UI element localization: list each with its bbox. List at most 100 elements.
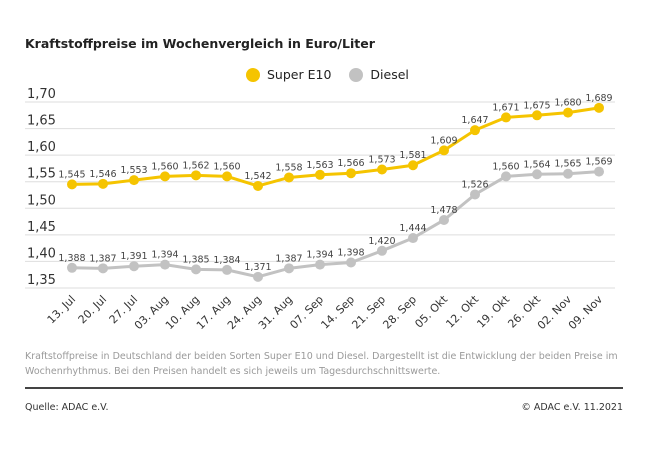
data-label: 1,573 — [368, 154, 395, 165]
data-point — [253, 271, 263, 282]
data-label: 1,385 — [182, 254, 209, 265]
data-point — [129, 261, 139, 272]
x-tick-label: 14. Sep — [318, 293, 357, 332]
data-point — [470, 189, 480, 200]
y-tick-label: 1,70 — [27, 87, 56, 102]
data-point — [439, 145, 449, 156]
data-point — [408, 160, 418, 171]
data-point — [253, 180, 263, 191]
data-point — [346, 168, 356, 179]
y-tick-label: 1,45 — [27, 220, 56, 235]
footnote: Kraftstoffpreise in Deutschland der beid… — [25, 351, 618, 377]
data-label: 1,560 — [492, 161, 519, 172]
data-label: 1,420 — [368, 236, 395, 247]
series-line-diesel — [71, 170, 600, 279]
data-point — [532, 110, 542, 121]
data-point — [67, 262, 77, 273]
data-point — [563, 107, 573, 118]
y-tick-label: 1,65 — [27, 114, 56, 129]
source: Quelle: ADAC e.V. — [25, 402, 109, 413]
data-label: 1,542 — [244, 171, 271, 182]
data-point — [315, 259, 325, 270]
divider — [25, 387, 623, 389]
y-tick-label: 1,40 — [27, 246, 56, 261]
data-label: 1,387 — [275, 253, 302, 264]
legend: Super E10 Diesel — [246, 67, 427, 82]
data-label: 1,394 — [306, 250, 333, 261]
data-label: 1,526 — [461, 179, 488, 190]
data-point — [594, 166, 604, 177]
data-point — [67, 179, 77, 190]
series-line-super-e10 — [71, 106, 600, 188]
data-label: 1,394 — [151, 250, 178, 261]
data-point — [284, 172, 294, 183]
data-label: 1,560 — [213, 161, 240, 172]
data-point — [377, 245, 387, 256]
data-label: 1,562 — [182, 160, 209, 171]
data-label: 1,566 — [337, 158, 364, 169]
data-point — [191, 170, 201, 181]
x-tick-label: 07. Sep — [287, 293, 326, 332]
x-tick-label: 09. Nov — [566, 293, 606, 333]
y-tick-label: 1,55 — [27, 167, 56, 182]
y-tick-label: 1,50 — [27, 193, 56, 208]
legend-label-diesel: Diesel — [370, 67, 409, 82]
data-point — [222, 171, 232, 182]
data-label: 1,609 — [430, 135, 457, 146]
data-point — [160, 259, 170, 270]
y-tick-label: 1,60 — [27, 140, 56, 155]
data-label: 1,675 — [523, 100, 550, 111]
y-tick-label: 1,35 — [27, 273, 56, 288]
data-point — [346, 257, 356, 268]
data-point — [98, 178, 108, 189]
data-label: 1,680 — [554, 98, 581, 109]
data-point — [160, 171, 170, 182]
data-point — [470, 125, 480, 136]
data-label: 1,388 — [58, 253, 85, 264]
chart-title: Kraftstoffpreise im Wochenvergleich in E… — [25, 36, 375, 51]
data-point — [563, 168, 573, 179]
data-label: 1,384 — [213, 255, 240, 266]
legend-marker-super-e10 — [246, 67, 260, 82]
data-label: 1,581 — [399, 150, 426, 161]
copyright: © ADAC e.V. 11.2021 — [521, 402, 623, 413]
data-point — [501, 171, 511, 182]
data-point — [222, 264, 232, 275]
x-tick-label: 05. Okt — [412, 292, 450, 330]
data-label: 1,671 — [492, 102, 519, 113]
x-tick-label: 12. Okt — [443, 292, 481, 330]
data-label: 1,444 — [399, 223, 426, 234]
legend-label-super-e10: Super E10 — [267, 67, 332, 82]
x-tick-label: 21. Sep — [349, 293, 388, 332]
data-label: 1,689 — [585, 93, 612, 104]
data-point — [377, 164, 387, 175]
data-label: 1,371 — [244, 262, 271, 273]
data-label: 1,553 — [120, 165, 147, 176]
x-tick-label: 28. Sep — [380, 293, 419, 332]
data-point — [439, 214, 449, 225]
data-label: 1,569 — [585, 157, 612, 168]
data-label: 1,560 — [151, 161, 178, 172]
data-label: 1,647 — [461, 115, 488, 126]
data-label: 1,563 — [306, 160, 333, 171]
data-label: 1,398 — [337, 247, 364, 258]
data-point — [501, 112, 511, 123]
data-point — [594, 102, 604, 113]
data-label: 1,565 — [554, 159, 581, 170]
data-label: 1,558 — [275, 162, 302, 173]
data-point — [408, 233, 418, 244]
data-point — [532, 169, 542, 180]
data-point — [191, 264, 201, 275]
data-label: 1,387 — [89, 253, 116, 264]
data-point — [98, 263, 108, 274]
data-label: 1,545 — [58, 169, 85, 180]
x-tick-label: 13. Jul — [45, 293, 78, 326]
legend-marker-diesel — [349, 67, 364, 82]
data-label: 1,478 — [430, 205, 457, 216]
x-tick-label: 31. Aug — [256, 293, 295, 332]
x-tick-label: 19. Okt — [474, 292, 512, 330]
x-tick-label: 20. Jul — [76, 293, 109, 326]
data-point — [315, 169, 325, 180]
data-point — [284, 263, 294, 274]
